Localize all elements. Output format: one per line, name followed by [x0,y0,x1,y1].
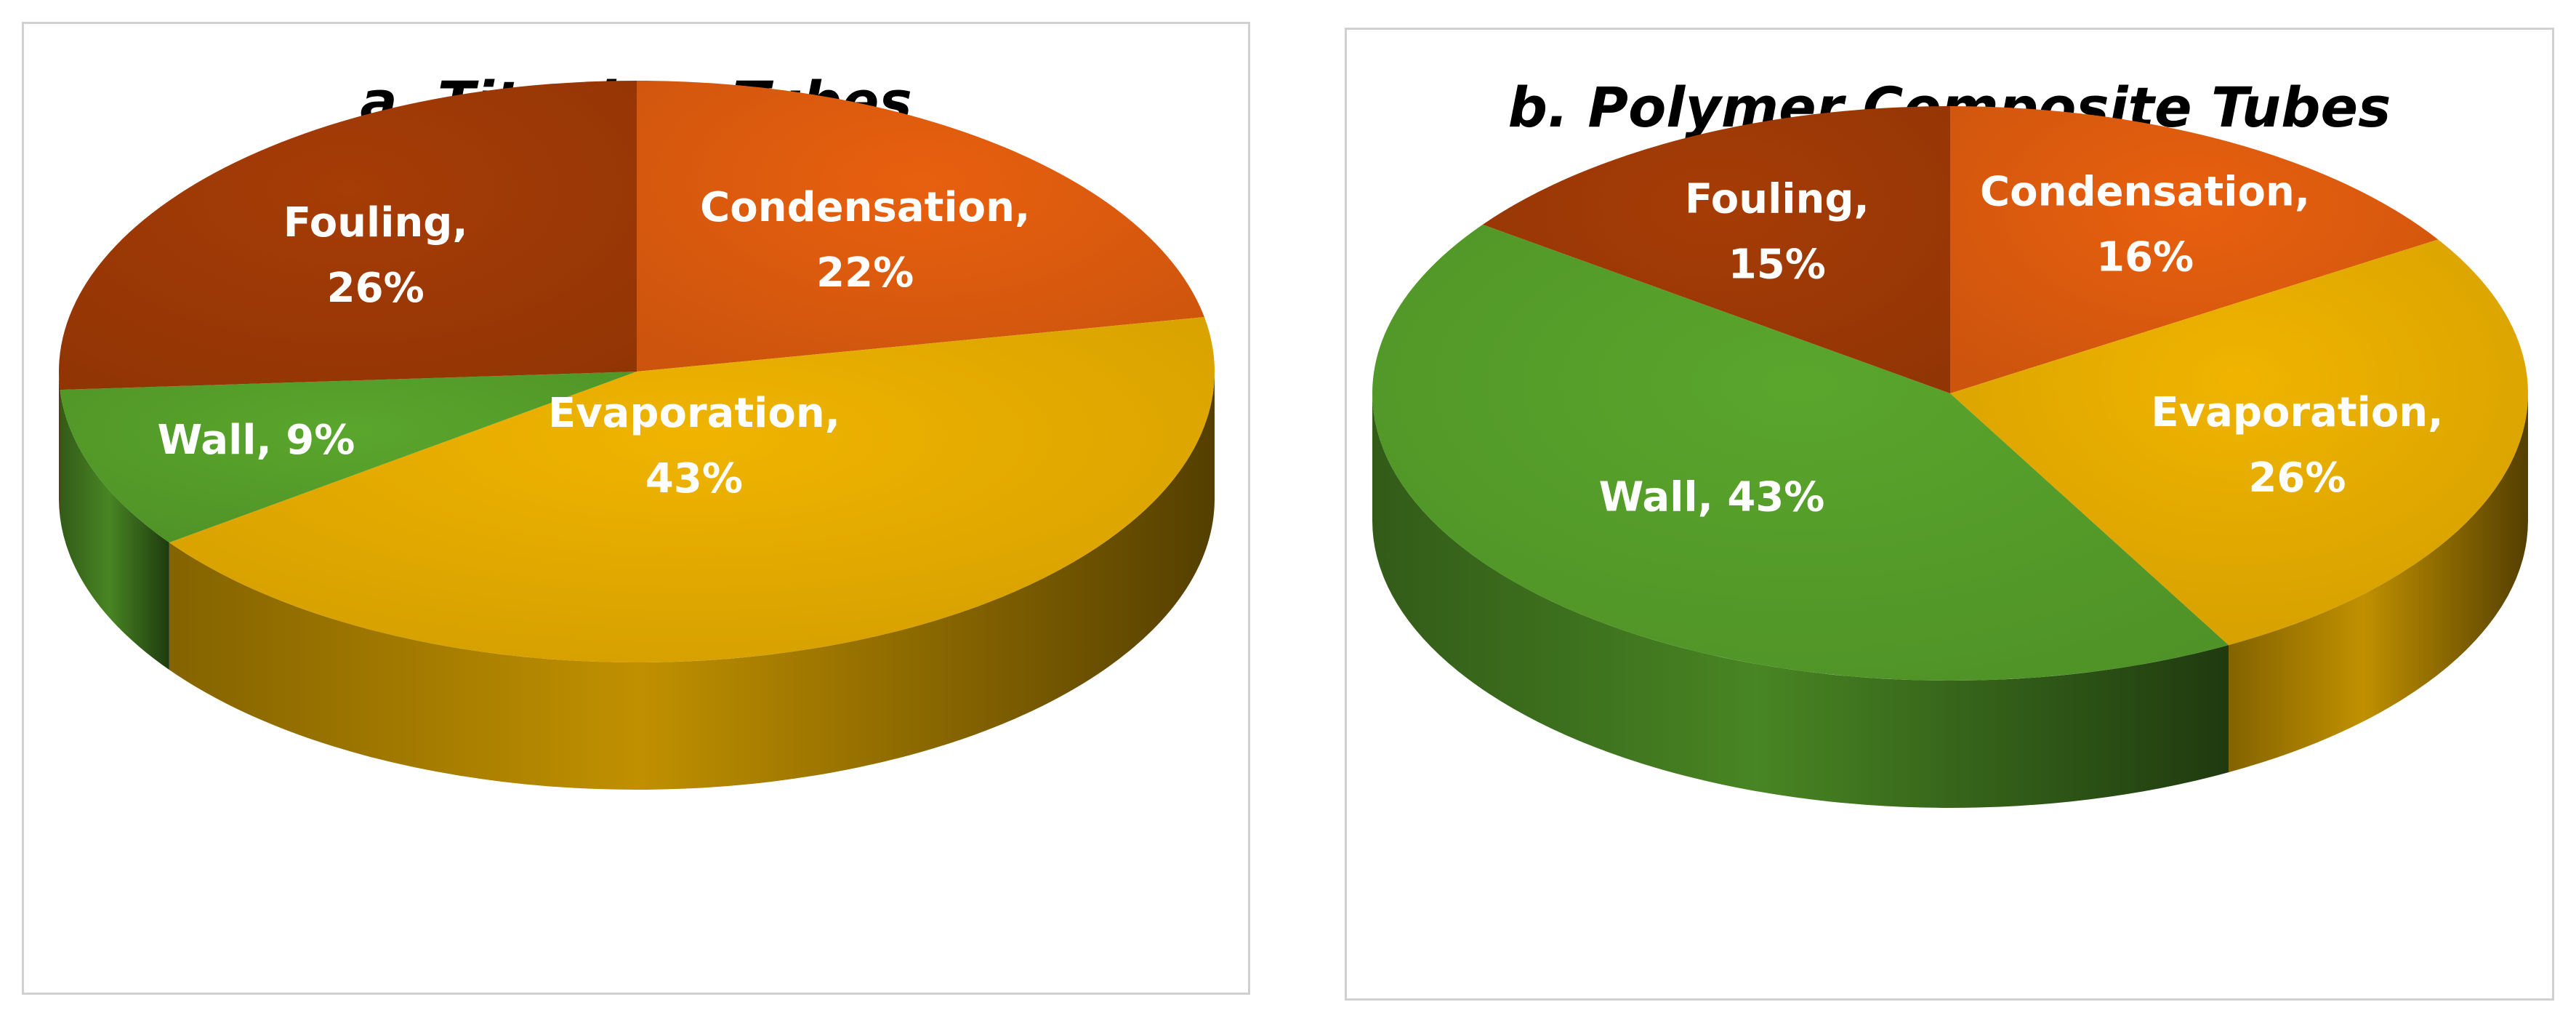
data-label-condensation: Condensation, 22% [700,184,1030,297]
pie-slice-fouling [58,81,637,390]
chart-panel-polymer: b. Polymer Composite Tubes Condensation,… [1345,28,2554,1001]
chart-panel-titanium: a. Titanium Tubes Condensation,22%Evapor… [22,22,1250,995]
pie-top-faces [58,81,1215,662]
pie-slice-evaporation [169,317,1215,662]
pie-slice-wall [60,372,637,543]
pie-side-wall [60,390,169,670]
pie-chart-polymer: Condensation, 16% Evaporation, 26% Wall, 43%… [1372,106,2528,808]
data-label-wall: Wall, 43% [1599,474,1825,521]
data-label-fouling: Fouling, 15% [1685,176,1869,289]
pie-slice-condensation [637,81,1204,372]
pie-side-fouling [59,372,60,518]
pie-chart-titanium: Condensation, 22% Evaporation, 43% Wall, 9% F… [58,81,1215,790]
data-label-condensation: Condensation, 16% [1980,169,2310,281]
pie-top-faces [1372,106,2528,681]
pie-slice-condensation [1950,106,2439,393]
data-label-evaporation: Evaporation, 26% [2151,389,2443,502]
pie-side-wall [1372,393,2229,808]
pie-slice-wall [1372,224,2229,681]
pie-side-evaporation [169,372,1215,790]
data-label-fouling: Fouling, 26% [283,199,468,312]
pie-side-evaporation [2228,393,2528,773]
pie-side-walls [1372,393,2528,808]
data-label-wall: Wall, 9% [158,417,355,464]
pie-slice-evaporation [1950,239,2528,646]
pie-side-walls [59,372,1215,790]
pie-slice-fouling [1482,106,1950,393]
data-label-evaporation: Evaporation, 43% [548,390,840,502]
